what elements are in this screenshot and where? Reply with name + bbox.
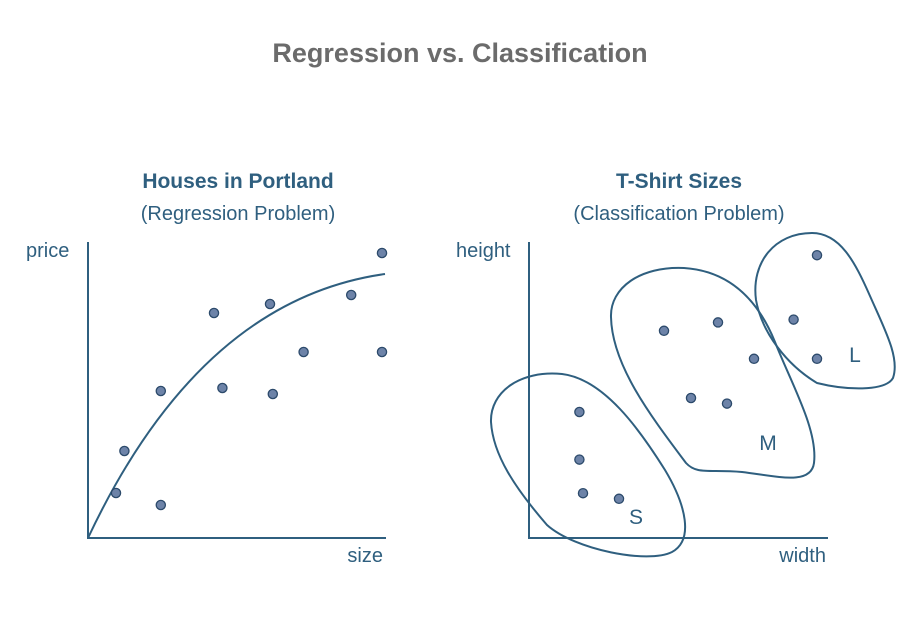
- regression-title: Houses in Portland: [142, 170, 333, 193]
- data-point-m: [721, 398, 733, 409]
- main-title: Regression vs. Classification: [272, 38, 648, 68]
- cluster-l-label: L: [849, 344, 861, 367]
- data-point: [208, 307, 220, 319]
- data-point: [119, 445, 130, 457]
- cluster-m-label: M: [759, 432, 777, 455]
- data-point-l: [788, 314, 799, 325]
- regression-points: [110, 247, 388, 511]
- classification-subtitle: (Classification Problem): [573, 203, 784, 225]
- data-point: [376, 247, 388, 259]
- data-point: [110, 487, 122, 499]
- classification-panel: T-Shirt Sizes (Classification Problem) h…: [456, 170, 896, 567]
- data-point-m: [685, 392, 697, 404]
- data-point: [155, 499, 167, 511]
- classification-points: [574, 249, 823, 505]
- data-point-s: [574, 454, 585, 465]
- regression-fit-curve: [87, 273, 386, 539]
- data-point: [298, 346, 309, 358]
- regression-x-label: size: [347, 545, 383, 567]
- regression-axes: [87, 242, 386, 539]
- classification-axes: [528, 242, 828, 539]
- data-point: [376, 346, 388, 358]
- regression-panel: Houses in Portland (Regression Problem) …: [26, 170, 388, 567]
- data-point: [217, 382, 228, 394]
- cluster-l-boundary: [754, 231, 896, 390]
- data-point: [155, 385, 167, 397]
- data-point-l: [811, 353, 823, 365]
- data-point: [345, 289, 357, 301]
- cluster-s-label: S: [629, 506, 643, 529]
- classification-y-label: height: [456, 240, 511, 262]
- classification-title: T-Shirt Sizes: [616, 170, 742, 193]
- cluster-s-boundary: [489, 372, 687, 558]
- classification-x-label: width: [778, 545, 826, 567]
- regression-subtitle: (Regression Problem): [141, 203, 336, 225]
- data-point-s: [574, 406, 585, 418]
- regression-y-label: price: [26, 240, 69, 262]
- data-point-l: [811, 249, 823, 261]
- cluster-m-boundary: [609, 266, 816, 479]
- data-point-m: [748, 353, 760, 365]
- data-point-m: [658, 325, 670, 337]
- data-point-s: [613, 493, 625, 505]
- data-point: [267, 388, 279, 400]
- data-point-m: [712, 317, 724, 328]
- data-point-s: [577, 487, 589, 499]
- data-point: [264, 298, 276, 310]
